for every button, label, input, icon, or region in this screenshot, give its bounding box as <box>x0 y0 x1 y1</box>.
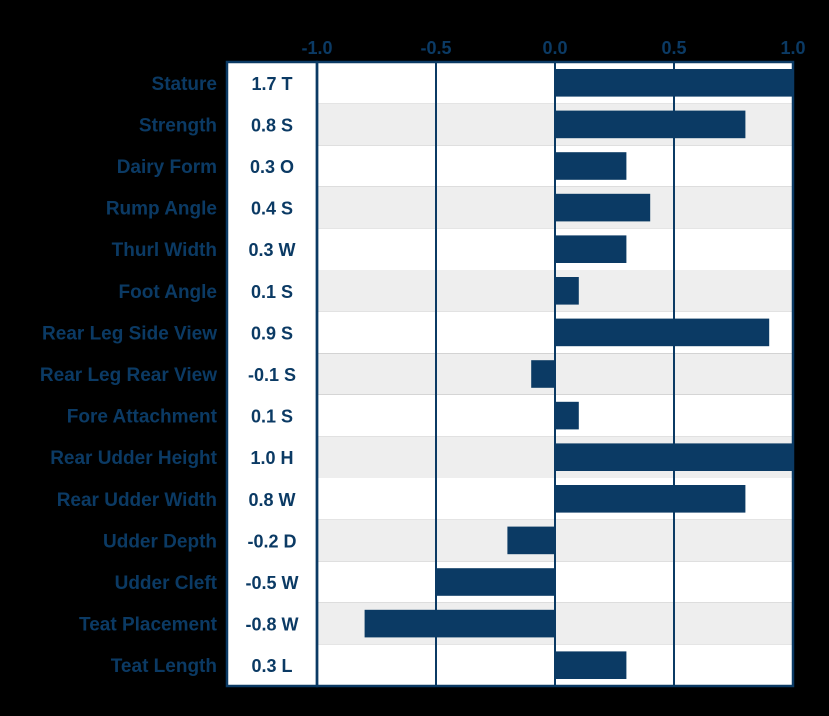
trait-label: Udder Depth <box>103 531 217 552</box>
trait-value-label: 0.1 S <box>251 407 293 427</box>
trait-value-label: -0.2 D <box>247 531 296 551</box>
bar-teat-placement <box>364 609 555 638</box>
trait-value-label: 0.8 S <box>251 115 293 135</box>
trait-value-label: -0.1 S <box>248 365 296 385</box>
trait-label: Rear Udder Height <box>50 448 217 469</box>
trait-value-label: 1.0 H <box>250 448 293 468</box>
trait-label: Strength <box>139 115 217 136</box>
bar-stature <box>555 69 793 97</box>
trait-label: Rear Udder Width <box>57 490 217 511</box>
trait-value-label: 0.3 O <box>250 157 294 177</box>
x-tick-label: 1.0 <box>780 38 805 58</box>
bar-rear-udder-width <box>555 485 746 513</box>
trait-value-label: 0.9 S <box>251 323 293 343</box>
trait-label: Rump Angle <box>106 199 217 220</box>
x-tick-label: -1.0 <box>301 38 332 58</box>
trait-value-label: 1.7 T <box>251 74 292 94</box>
bar-thurl-width <box>555 235 627 263</box>
trait-value-label: 0.4 S <box>251 199 293 219</box>
trait-value-label: 0.1 S <box>251 282 293 302</box>
bar-rear-leg-side-view <box>555 318 770 347</box>
trait-label: Foot Angle <box>119 282 218 303</box>
trait-label: Teat Length <box>111 656 217 677</box>
x-tick-label: 0.0 <box>542 38 567 58</box>
bar-dairy-form <box>555 152 627 180</box>
x-tick-label: -0.5 <box>420 38 451 58</box>
trait-label: Thurl Width <box>112 240 217 261</box>
trait-value-label: -0.5 W <box>245 573 298 593</box>
bar-rump-angle <box>555 193 651 222</box>
bar-udder-cleft <box>436 568 555 596</box>
bar-rear-udder-height <box>555 443 793 471</box>
bar-udder-depth <box>507 526 555 555</box>
value-label-panel <box>227 62 317 686</box>
bar-fore-attachment <box>555 401 579 430</box>
trait-label: Rear Leg Side View <box>42 323 217 344</box>
trait-label: Rear Leg Rear View <box>40 365 217 386</box>
trait-value-label: 0.3 L <box>251 656 292 676</box>
trait-label: Teat Placement <box>79 615 218 636</box>
trait-label: Stature <box>152 74 217 95</box>
trait-value-label: -0.8 W <box>245 615 298 635</box>
bar-strength <box>555 110 746 139</box>
plot-border <box>315 60 795 688</box>
x-tick-label: 0.5 <box>661 38 686 58</box>
trait-label: Dairy Form <box>117 157 217 178</box>
trait-label: Fore Attachment <box>67 407 218 428</box>
bar-foot-angle <box>555 277 579 305</box>
bar-teat-length <box>555 651 627 679</box>
trait-value-label: 0.3 W <box>248 240 295 260</box>
trait-label: Udder Cleft <box>115 573 218 594</box>
bar-rear-leg-rear-view <box>531 360 555 388</box>
trait-value-label: 0.8 W <box>248 490 295 510</box>
